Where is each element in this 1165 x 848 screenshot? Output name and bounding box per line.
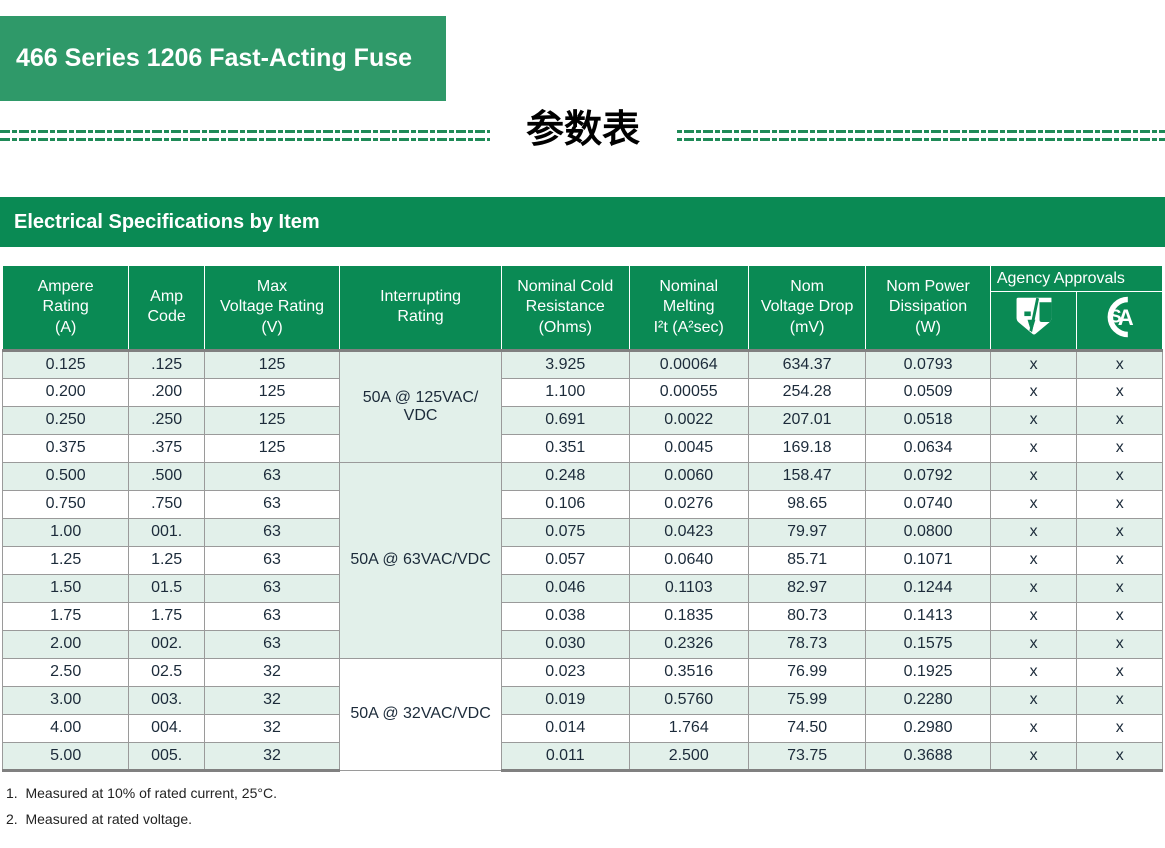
svg-text:A: A [1117, 305, 1133, 330]
